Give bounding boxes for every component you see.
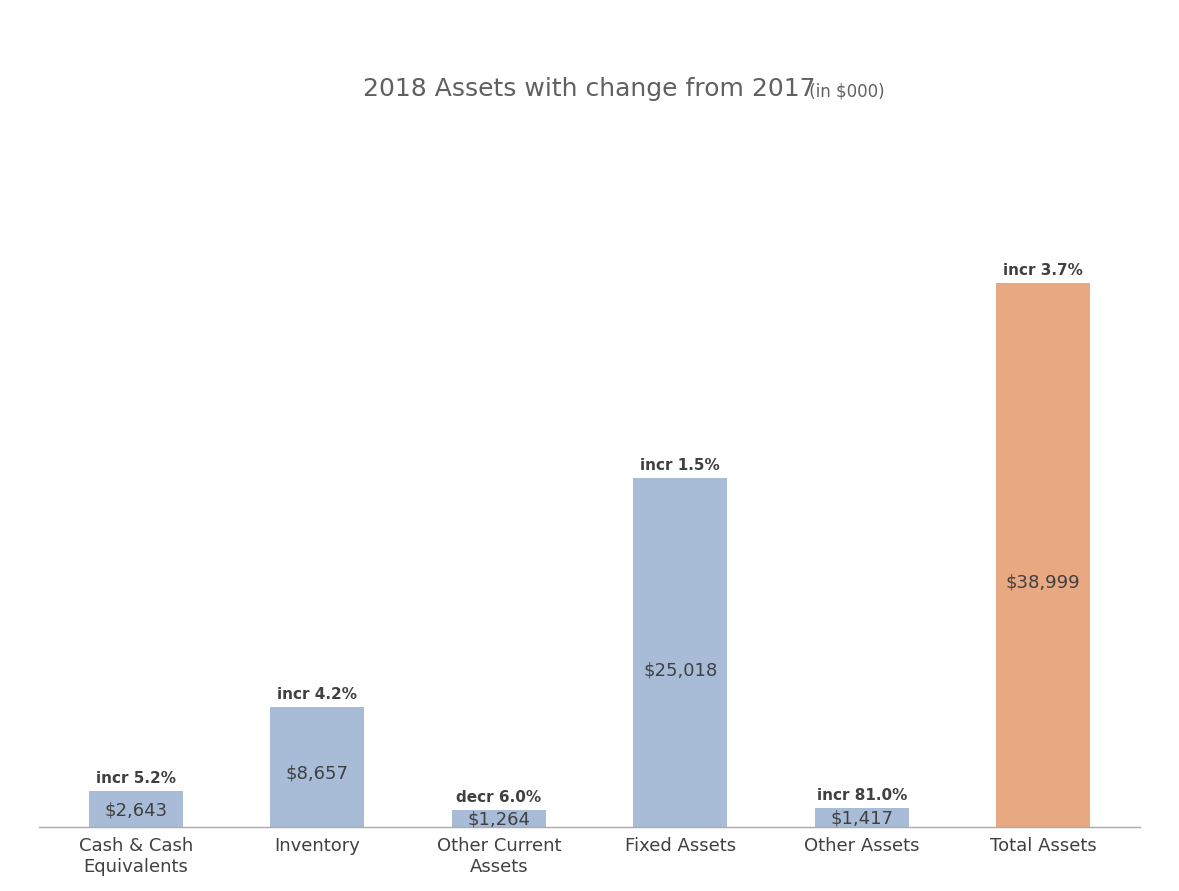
Bar	[815, 807, 909, 828]
Bar	[996, 282, 1091, 828]
Bar	[88, 790, 183, 828]
Text: $8,657: $8,657	[285, 764, 349, 782]
Text: incr 5.2%: incr 5.2%	[95, 771, 176, 786]
Text: 2018 Assets with change from 2017: 2018 Assets with change from 2017	[363, 77, 816, 101]
Text: incr 1.5%: incr 1.5%	[640, 458, 720, 473]
Text: $38,999: $38,999	[1006, 573, 1080, 592]
Text: $25,018: $25,018	[643, 661, 717, 679]
Text: incr 81.0%: incr 81.0%	[817, 788, 907, 803]
Text: $1,417: $1,417	[830, 810, 894, 828]
Bar	[633, 478, 727, 828]
Text: incr 4.2%: incr 4.2%	[277, 687, 357, 701]
Text: decr 6.0%: decr 6.0%	[456, 790, 541, 805]
Bar	[452, 810, 546, 828]
Text: $1,264: $1,264	[467, 811, 531, 829]
Text: incr 3.7%: incr 3.7%	[1003, 263, 1084, 278]
Text: $2,643: $2,643	[104, 802, 167, 820]
Text: (in $000): (in $000)	[804, 83, 885, 101]
Bar	[270, 707, 364, 828]
